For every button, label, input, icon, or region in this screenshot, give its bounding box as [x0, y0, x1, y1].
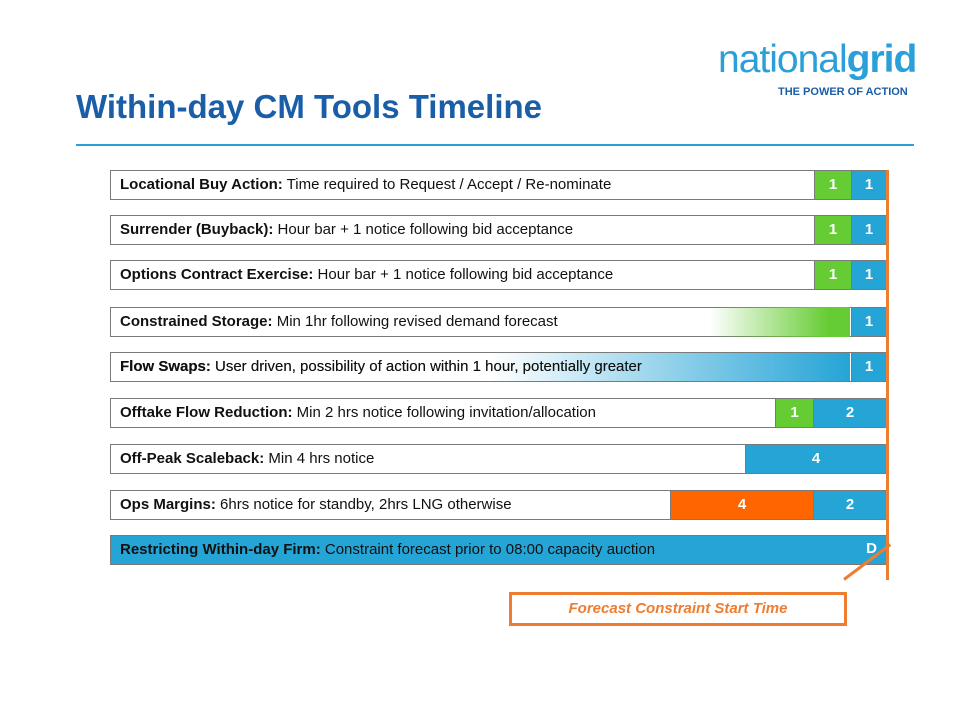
title-divider — [76, 144, 914, 146]
timeline-segment: 1 — [814, 215, 852, 245]
timeline-segment: 1 — [775, 398, 814, 428]
timeline-segment: 2 — [813, 490, 887, 520]
row-label-overlay: Flow Swaps: User driven, possibility of … — [110, 352, 852, 382]
logo-wordmark: nationalgrid — [718, 38, 917, 81]
row-label: Offtake Flow Reduction: Min 2 hrs notice… — [110, 398, 776, 428]
row-surrender-buyback: Surrender (Buyback): Hour bar + 1 notice… — [110, 215, 887, 245]
row-label: Off-Peak Scaleback: Min 4 hrs notice — [110, 444, 746, 474]
row-label: Options Contract Exercise: Hour bar + 1 … — [110, 260, 815, 290]
timeline-segment: D — [866, 540, 877, 557]
timeline-segment: 1 — [851, 352, 887, 382]
row-label: Surrender (Buyback): Hour bar + 1 notice… — [110, 215, 815, 245]
row-restricting-within-day-firm: Restricting Within-day Firm: Constraint … — [110, 535, 887, 565]
row-label: Restricting Within-day Firm: Constraint … — [110, 535, 887, 565]
row-flow-swaps: Flow Swaps: User driven, possibility of … — [110, 352, 887, 382]
timeline-segment: 1 — [814, 260, 852, 290]
forecast-constraint-callout: Forecast Constraint Start Time — [509, 592, 847, 626]
timeline-segment: 1 — [851, 307, 887, 337]
row-ops-margins: Ops Margins: 6hrs notice for standby, 2h… — [110, 490, 887, 520]
row-options-contract-exercise: Options Contract Exercise: Hour bar + 1 … — [110, 260, 887, 290]
timeline-segment: 1 — [851, 260, 887, 290]
timeline-segment: 1 — [814, 170, 852, 200]
row-offtake-flow-reduction: Offtake Flow Reduction: Min 2 hrs notice… — [110, 398, 887, 428]
row-label: Ops Margins: 6hrs notice for standby, 2h… — [110, 490, 671, 520]
green-gradient-bar — [710, 307, 850, 337]
constraint-start-line — [886, 170, 889, 580]
slide-title: Within-day CM Tools Timeline — [76, 88, 542, 125]
timeline-segment: 4 — [670, 490, 814, 520]
logo-tagline: THE POWER OF ACTION — [778, 86, 908, 98]
timeline-segment: 4 — [745, 444, 887, 474]
national-grid-logo: nationalgrid THE POWER OF ACTION — [718, 40, 918, 100]
row-label: Locational Buy Action: Time required to … — [110, 170, 815, 200]
row-constrained-storage: Constrained Storage: Min 1hr following r… — [110, 307, 887, 337]
row-off-peak-scaleback: Off-Peak Scaleback: Min 4 hrs notice 4 — [110, 444, 887, 474]
timeline-segment: 1 — [851, 215, 887, 245]
timeline-segment: 2 — [813, 398, 887, 428]
timeline-segment: 1 — [851, 170, 887, 200]
blue-gradient-bar — [490, 352, 850, 382]
row-locational-buy-action: Locational Buy Action: Time required to … — [110, 170, 887, 200]
